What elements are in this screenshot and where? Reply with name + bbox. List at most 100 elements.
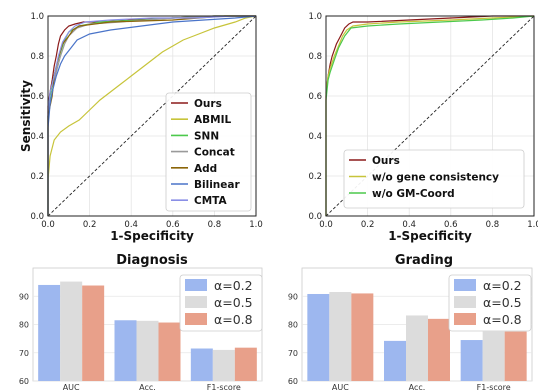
x-tick-label: 0.2 <box>83 220 97 230</box>
y-tick-label: 60 <box>288 377 298 386</box>
roc-curve-cmta <box>47 15 256 216</box>
legend-swatch <box>454 313 476 325</box>
legend-label: ABMIL <box>194 114 231 126</box>
bar <box>351 293 374 381</box>
y-tick-label: 80 <box>19 321 29 330</box>
y-tick-label: 0.8 <box>308 52 322 62</box>
bar <box>428 318 450 381</box>
x-tick-label: 0.2 <box>361 220 375 230</box>
y-tick-label: 0.4 <box>30 132 44 142</box>
x-axis-label: 1-Specificity <box>110 229 194 243</box>
legend-swatch <box>185 313 207 325</box>
x-tick-label: 1.0 <box>527 220 538 230</box>
x-tick-label: 0.0 <box>41 220 55 230</box>
y-tick-label: 70 <box>288 349 298 358</box>
bar <box>504 331 527 381</box>
bar <box>38 284 61 381</box>
x-tick-label: 0.4 <box>124 220 138 230</box>
legend-label: SNN <box>194 130 219 142</box>
bar-chart-grading: 60 70 80 90 AUC Acc. F1-score Grading α=0.2 α=0.5… <box>288 253 533 391</box>
x-tick-label: 0.0 <box>319 220 333 230</box>
legend-label: α=0.5 <box>214 295 253 310</box>
y-tick-label: 0.2 <box>30 172 44 182</box>
legend: Ours ABMIL SNN Concat Add Bilinear CMTA <box>165 92 252 212</box>
y-axis-label: Sensitivity <box>19 80 33 152</box>
legend-swatch <box>454 296 476 308</box>
y-tick-label: 90 <box>19 292 29 301</box>
x-tick-label: Acc. <box>139 383 156 391</box>
chart-title: Diagnosis <box>116 253 188 268</box>
x-tick-label: 0.6 <box>444 220 458 230</box>
roc-curve-bilinear <box>47 15 257 216</box>
legend-label: Add <box>194 163 217 175</box>
bar <box>82 285 105 381</box>
x-tick-label: F1-score <box>207 383 241 391</box>
legend-label: Concat <box>194 147 235 159</box>
bar <box>212 349 235 381</box>
x-tick-label: 0.8 <box>208 220 222 230</box>
legend: Ours w/o gene consistency w/o GM-Coord <box>343 149 525 209</box>
bar <box>384 340 406 381</box>
y-tick-label: 60 <box>19 377 29 386</box>
chance-diagonal <box>47 15 257 217</box>
legend-label: w/o GM-Coord <box>372 188 455 200</box>
legend-label: Ours <box>372 155 400 167</box>
chart-title: Grading <box>395 253 453 268</box>
legend-label: α=0.2 <box>214 278 253 293</box>
bar <box>114 320 137 381</box>
y-tick-label: 80 <box>288 321 298 330</box>
x-tick-label: 0.8 <box>486 220 500 230</box>
plot-frame <box>47 15 257 217</box>
legend-label: α=0.2 <box>483 278 522 293</box>
roc-chart-1: 0.0 0.2 0.4 0.6 0.8 1.0 0.0 0.2 0.4 0.6 0.8 1.0 1-Sp… <box>19 12 263 243</box>
roc-chart-2: 0.0 0.2 0.4 0.6 0.8 1.0 0.0 0.2 0.4 0.6 0.8 1.0 1-Sp… <box>308 12 538 243</box>
bar <box>234 347 257 381</box>
y-tick-label: 0.0 <box>30 212 44 222</box>
y-tick-label: 70 <box>19 349 29 358</box>
y-tick-label: 0.0 <box>308 212 322 222</box>
bar <box>329 292 352 381</box>
bar <box>136 320 159 381</box>
y-tick-label: 0.2 <box>308 172 322 182</box>
bar <box>158 322 181 381</box>
y-tick-label: 0.6 <box>308 92 322 102</box>
legend: α=0.2 α=0.5 α=0.8 <box>179 274 263 332</box>
x-tick-label: AUC <box>332 383 349 391</box>
x-tick-label: AUC <box>63 383 80 391</box>
y-tick-label: 1.0 <box>30 12 44 22</box>
bar <box>60 281 83 381</box>
roc-curve-add <box>47 15 256 216</box>
x-tick-label: 0.4 <box>402 220 416 230</box>
x-axis-label: 1-Specificity <box>388 229 472 243</box>
legend-swatch <box>185 296 207 308</box>
legend-box <box>165 92 252 212</box>
legend-label: Bilinear <box>194 179 240 191</box>
bar <box>482 331 505 381</box>
roc-curve-w-o-gm-coord <box>325 15 535 216</box>
y-tick-label: 0.4 <box>308 132 322 142</box>
legend-label: α=0.8 <box>214 312 253 327</box>
roc-curve-w-o-gene-consistency <box>325 15 535 216</box>
legend-label: CMTA <box>194 195 228 207</box>
roc-curve-abmil <box>47 15 257 216</box>
bar <box>460 340 483 381</box>
y-tick-label: 0.8 <box>30 52 44 62</box>
x-tick-label: F1-score <box>477 383 511 391</box>
legend-label: α=0.8 <box>483 312 522 327</box>
plot-frame <box>325 15 535 217</box>
y-tick-label: 1.0 <box>308 12 322 22</box>
y-tick-label: 90 <box>288 292 298 301</box>
legend-swatch <box>185 279 207 291</box>
bar <box>307 293 330 381</box>
chance-diagonal <box>325 15 535 217</box>
legend-box <box>343 149 525 209</box>
legend-swatch <box>454 279 476 291</box>
y-tick-label: 0.6 <box>30 92 44 102</box>
x-tick-label: 1.0 <box>249 220 263 230</box>
x-tick-label: 0.6 <box>166 220 180 230</box>
legend: α=0.2 α=0.5 α=0.8 <box>448 274 532 332</box>
bar <box>190 348 213 381</box>
legend-label: α=0.5 <box>483 295 522 310</box>
bar <box>406 315 428 381</box>
